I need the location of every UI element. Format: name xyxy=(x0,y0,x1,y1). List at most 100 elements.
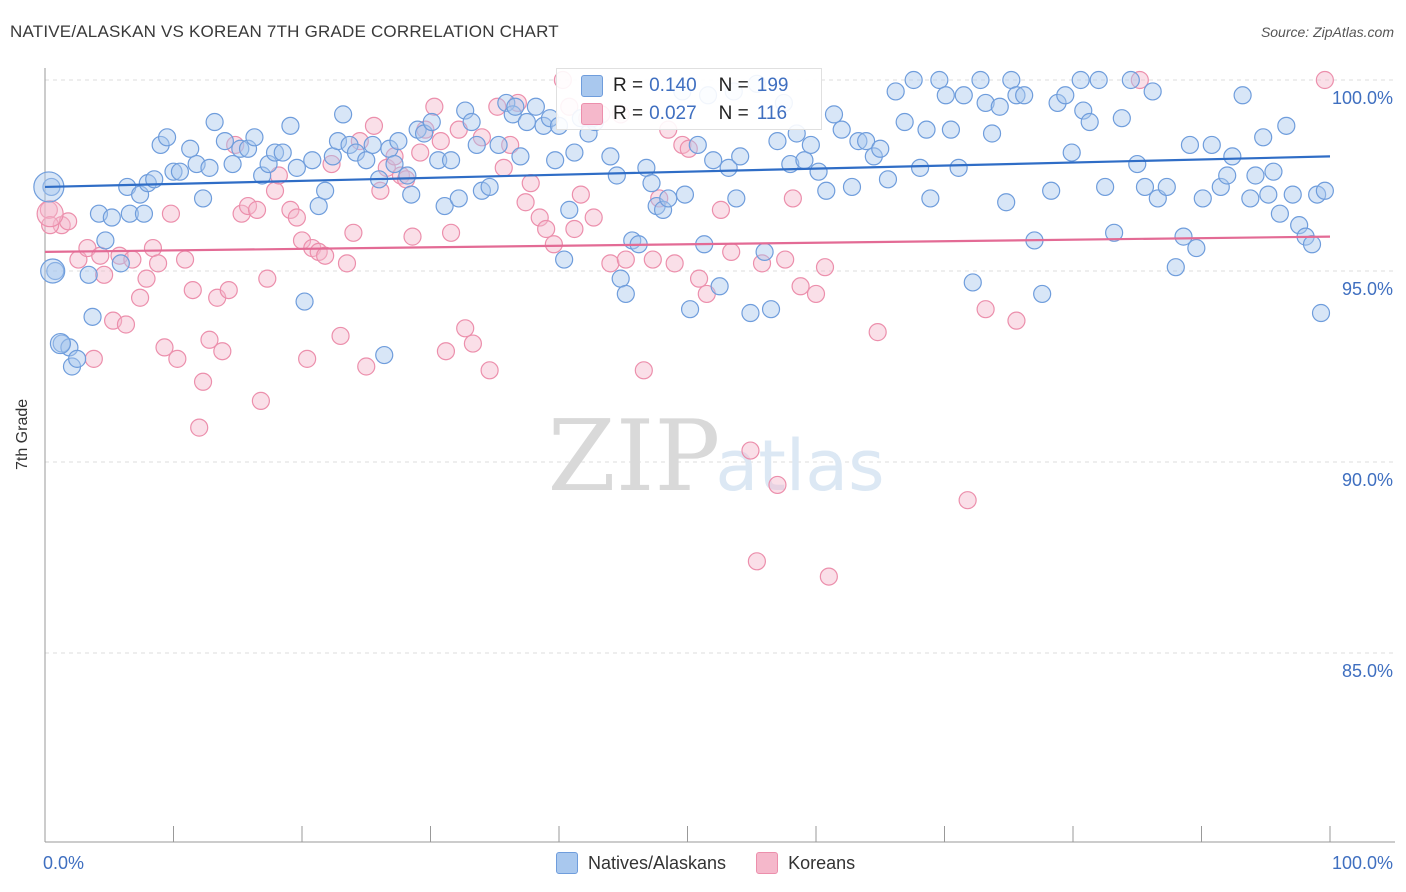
native-point xyxy=(259,154,278,174)
native-point xyxy=(1174,227,1193,246)
native-point xyxy=(223,154,242,174)
korean-point xyxy=(251,391,270,410)
native-point xyxy=(849,132,868,151)
native-point xyxy=(1270,204,1289,223)
native-point xyxy=(1135,177,1155,197)
korean-point xyxy=(91,246,110,265)
native-point xyxy=(941,120,961,139)
korean-point xyxy=(747,552,766,571)
native-point xyxy=(904,70,923,90)
r-value: 0.140 xyxy=(649,75,697,96)
native-point xyxy=(761,300,781,319)
native-point xyxy=(546,151,565,170)
native-point xyxy=(238,139,258,158)
y-tick-label: 85.0% xyxy=(1342,661,1393,681)
series-legend: Natives/Alaskans Koreans xyxy=(556,852,855,874)
stats-row-koreans: R = 0.027 N = 116 xyxy=(581,101,787,127)
korean-point xyxy=(488,97,507,116)
native-point xyxy=(193,189,213,208)
korean-point xyxy=(819,567,838,586)
chart-title: NATIVE/ALASKAN VS KOREAN 7TH GRADE CORRE… xyxy=(10,22,559,41)
korean-point xyxy=(711,200,731,219)
korean-point xyxy=(137,269,156,288)
native-point xyxy=(375,345,394,365)
native-point xyxy=(1071,70,1090,90)
native-point xyxy=(398,166,417,185)
native-point xyxy=(680,300,700,319)
korean-point xyxy=(287,208,306,227)
korean-point xyxy=(411,143,430,162)
legend-label-koreans: Koreans xyxy=(788,852,856,873)
legend-item-natives: Natives/Alaskans xyxy=(556,852,726,874)
korean-point xyxy=(958,491,977,510)
korean-point xyxy=(364,116,384,135)
native-point xyxy=(976,93,995,113)
native-point xyxy=(46,261,65,281)
native-point xyxy=(456,101,475,120)
native-point xyxy=(1166,258,1185,277)
stats-legend: R = 0.140 N = 199 R = 0.027 N = 116 xyxy=(556,68,822,130)
source-credit: Source: ZipAtlas.com xyxy=(1260,24,1394,40)
korean-point xyxy=(232,204,251,223)
native-point xyxy=(83,307,102,326)
watermark-zip: ZIP xyxy=(548,400,721,514)
korean-point xyxy=(565,219,584,239)
native-point xyxy=(1315,181,1334,200)
korean-point xyxy=(516,193,535,212)
native-point xyxy=(303,151,322,170)
native-point xyxy=(346,143,366,162)
native-point xyxy=(526,97,545,116)
native-point xyxy=(1002,70,1021,90)
native-point xyxy=(704,151,723,170)
native-point xyxy=(402,185,421,204)
y-tick-label: 95.0% xyxy=(1342,279,1393,299)
korean-point xyxy=(480,361,499,380)
korean-point xyxy=(213,342,232,361)
native-point xyxy=(719,158,738,177)
native-point xyxy=(96,231,115,250)
native-point xyxy=(1259,185,1278,204)
native-point xyxy=(1202,135,1221,155)
native-point xyxy=(917,120,936,139)
korean-point xyxy=(806,284,826,304)
stats-row-natives: R = 0.140 N = 199 xyxy=(581,73,788,99)
native-point xyxy=(1254,128,1273,147)
native-point xyxy=(1223,147,1242,166)
korean-point xyxy=(143,238,163,258)
native-point xyxy=(1143,82,1162,101)
korean-point xyxy=(679,139,698,158)
native-point xyxy=(864,147,883,166)
native-point xyxy=(1096,177,1115,197)
native-point xyxy=(1089,70,1108,90)
korean-point xyxy=(544,235,563,254)
korean-point xyxy=(868,323,887,342)
korean-point xyxy=(168,349,187,368)
native-point xyxy=(1246,166,1265,185)
korean-point xyxy=(281,200,300,219)
x-tick-label-max: 100.0% xyxy=(1332,853,1393,873)
native-point xyxy=(871,139,890,158)
native-point xyxy=(449,189,468,208)
native-point xyxy=(1193,189,1212,208)
korean-point xyxy=(175,250,195,269)
korean-point xyxy=(665,254,684,273)
native-point xyxy=(489,135,508,155)
watermark-atlas: atlas xyxy=(715,425,884,507)
native-point xyxy=(334,105,353,124)
native-point xyxy=(1105,223,1124,242)
korean-point xyxy=(403,227,422,246)
native-point xyxy=(1074,101,1093,120)
native-point xyxy=(316,181,335,200)
native-point xyxy=(1187,238,1206,258)
korean-point xyxy=(344,223,363,242)
korean-point xyxy=(441,223,461,242)
korean-point xyxy=(84,349,103,368)
legend-item-koreans: Koreans xyxy=(756,852,855,874)
native-point xyxy=(817,181,836,200)
axes xyxy=(44,68,1395,843)
korean-point xyxy=(316,246,335,265)
native-point xyxy=(688,135,707,155)
korean-point xyxy=(1315,70,1334,90)
native-point xyxy=(768,132,787,151)
native-point xyxy=(741,303,760,323)
